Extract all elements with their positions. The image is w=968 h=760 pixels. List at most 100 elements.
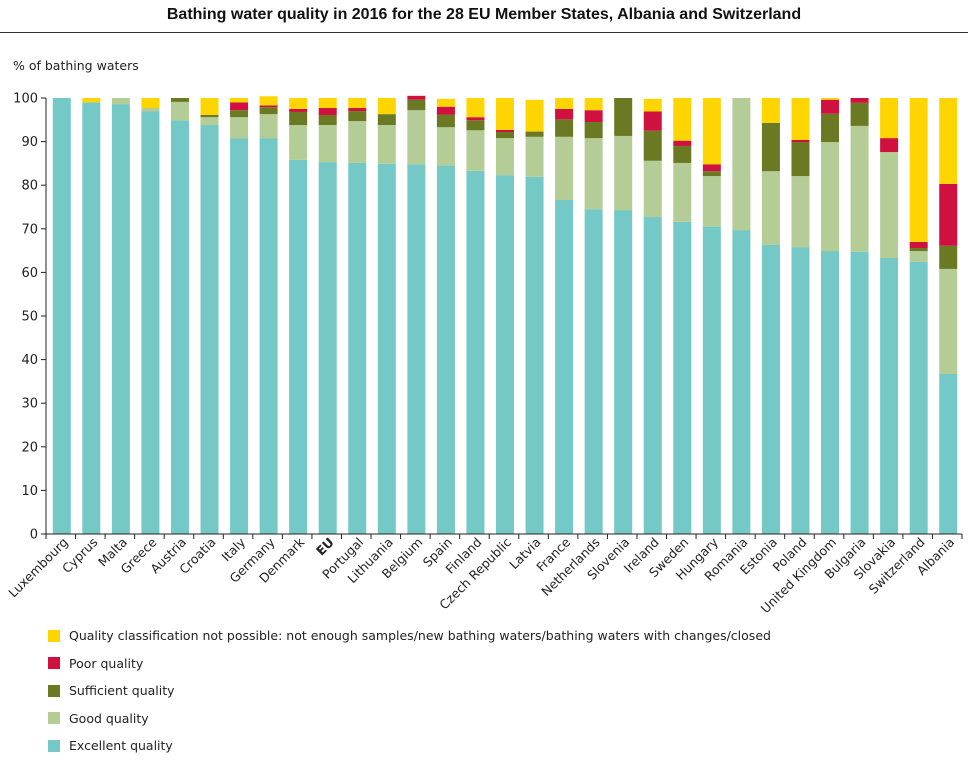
- bar-segment-excellent-quality: [141, 111, 160, 535]
- bar-segment-sufficient-quality: [643, 130, 662, 161]
- bar-segment-excellent-quality: [348, 162, 367, 535]
- bar-segment-excellent-quality: [909, 261, 928, 534]
- bar-stack: [643, 98, 662, 534]
- bar-segment-poor-quality: [939, 183, 958, 246]
- bar-segment-quality-classification-not-possible: [348, 98, 367, 109]
- y-tick-label: 50: [21, 310, 38, 325]
- y-tick-label: 40: [21, 353, 38, 368]
- stacked-bar-chart: 0 10 20 30 40 50 60 70 80 90 100 LuxembourgCyprusM…: [5, 92, 963, 616]
- bar-segment-good-quality: [407, 110, 426, 165]
- bar-segment-excellent-quality: [673, 221, 692, 534]
- bar-segment-quality-classification-not-possible: [318, 98, 337, 109]
- bar-segment-excellent-quality: [111, 104, 130, 534]
- bar-segment-poor-quality: [702, 164, 721, 172]
- bar-stack: [289, 98, 308, 535]
- bar-segment-excellent-quality: [82, 102, 101, 535]
- bar-segment-sufficient-quality: [821, 113, 840, 143]
- bar-stack: [318, 98, 337, 535]
- bar-segment-good-quality: [141, 108, 160, 112]
- y-tick-label: 30: [21, 397, 38, 412]
- chart-title: Bathing water quality in 2016 for the 28…: [166, 6, 802, 23]
- bar-segment-good-quality: [436, 127, 455, 166]
- y-tick-label: 0: [30, 528, 38, 543]
- bar-segment-good-quality: [673, 162, 692, 222]
- bar-stack: [555, 98, 574, 535]
- legend-swatch: [48, 684, 60, 697]
- bar-segment-good-quality: [496, 138, 514, 176]
- bar-segment-excellent-quality: [230, 138, 249, 534]
- bar-segment-good-quality: [791, 176, 810, 248]
- y-axis-label: % of bathing waters: [13, 58, 139, 73]
- bar-stack: [584, 98, 603, 534]
- bar-segment-quality-classification-not-possible: [880, 98, 899, 139]
- bar-segment-quality-classification-not-possible: [584, 98, 603, 111]
- bar-segment-good-quality: [230, 117, 249, 139]
- y-tick-label: 100: [13, 92, 38, 107]
- bar-segment-poor-quality: [850, 98, 869, 103]
- bar-segment-poor-quality: [318, 108, 337, 116]
- bar-segment-poor-quality: [496, 129, 514, 133]
- bar-segment-poor-quality: [880, 138, 899, 153]
- bar-segment-poor-quality: [407, 95, 426, 100]
- legend-item: Good quality: [48, 705, 771, 733]
- bar-segment-sufficient-quality: [761, 122, 780, 172]
- y-tick-label: 60: [21, 266, 38, 281]
- legend-item: Poor quality: [48, 650, 771, 678]
- bar-segment-poor-quality: [555, 108, 574, 120]
- bar-segment-excellent-quality: [614, 210, 633, 534]
- bar-segment-poor-quality: [643, 111, 662, 131]
- bar-segment-excellent-quality: [702, 226, 721, 534]
- bar-segment-quality-classification-not-possible: [761, 98, 780, 123]
- bar-segment-quality-classification-not-possible: [702, 98, 721, 165]
- bar-segment-good-quality: [318, 125, 337, 163]
- bar-segment-excellent-quality: [466, 170, 485, 534]
- bar-segment-good-quality: [555, 136, 574, 201]
- bar-segment-sufficient-quality: [939, 245, 958, 269]
- bar-stack: [496, 98, 514, 534]
- bar-segment-quality-classification-not-possible: [230, 98, 249, 103]
- bar-segment-excellent-quality: [289, 159, 308, 535]
- bar-segment-good-quality: [525, 136, 544, 177]
- bar-stack: [525, 99, 544, 534]
- bar-segment-quality-classification-not-possible: [466, 98, 485, 118]
- bar-stack: [821, 98, 840, 534]
- bar-segment-sufficient-quality: [555, 119, 574, 137]
- bar-segment-sufficient-quality: [702, 171, 721, 177]
- bar-segment-sufficient-quality: [436, 114, 455, 128]
- bar-segment-good-quality: [111, 98, 130, 105]
- bar-segment-good-quality: [880, 152, 899, 259]
- bar-segment-sufficient-quality: [850, 102, 869, 126]
- bar-segment-excellent-quality: [259, 138, 278, 534]
- bar-stack: [82, 98, 101, 535]
- bar-segment-good-quality: [259, 114, 278, 139]
- bar-segment-good-quality: [702, 176, 721, 227]
- bar-segment-quality-classification-not-possible: [200, 98, 219, 116]
- bar-segment-excellent-quality: [850, 251, 869, 534]
- bar-segment-quality-classification-not-possible: [496, 98, 514, 130]
- bar-segment-sufficient-quality: [673, 145, 692, 163]
- bar-segment-excellent-quality: [496, 175, 514, 534]
- legend-swatch: [48, 657, 60, 670]
- bar-segment-good-quality: [200, 117, 219, 126]
- bar-segment-excellent-quality: [436, 165, 455, 534]
- bar-stack: [52, 98, 71, 534]
- bar-segment-poor-quality: [821, 99, 840, 114]
- bar-segment-poor-quality: [584, 110, 603, 122]
- legend-swatch: [48, 712, 60, 725]
- bar-segment-sufficient-quality: [318, 115, 337, 126]
- y-tick-label: 70: [21, 222, 38, 237]
- bar-stack: [436, 98, 455, 534]
- bar-stack: [850, 98, 869, 534]
- bar-segment-sufficient-quality: [909, 247, 928, 252]
- bar-segment-quality-classification-not-possible: [909, 98, 928, 242]
- bar-segment-excellent-quality: [170, 120, 189, 535]
- legend-label: Poor quality: [69, 655, 144, 671]
- bar-segment-excellent-quality: [732, 230, 751, 534]
- legend-label: Excellent quality: [69, 738, 173, 754]
- bar-segment-excellent-quality: [880, 258, 899, 534]
- bar-segment-poor-quality: [791, 139, 810, 143]
- legend-item: Excellent quality: [48, 732, 771, 760]
- bar-stack: [230, 98, 249, 534]
- bar-stack: [880, 98, 899, 534]
- bar-segment-good-quality: [732, 98, 751, 231]
